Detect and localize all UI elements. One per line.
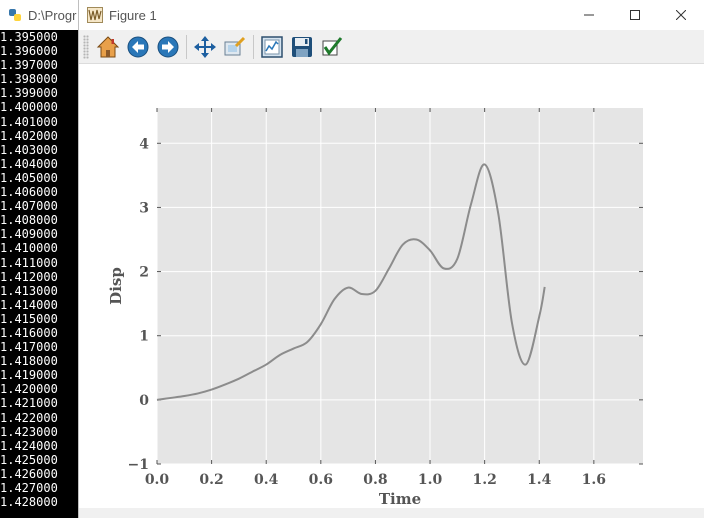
- console-line: 1.425000: [0, 452, 58, 467]
- console-title: D:\Progr: [28, 7, 77, 23]
- console-line: 1.395000: [0, 30, 58, 44]
- x-tick-label: 0.0: [145, 472, 170, 488]
- back-button[interactable]: [125, 34, 151, 60]
- edit-axis-button[interactable]: [319, 34, 345, 60]
- titlebar[interactable]: Figure 1: [79, 0, 704, 30]
- series-line: [156, 163, 546, 401]
- console-line: 1.397000: [0, 58, 58, 73]
- console-line: 1.428000: [0, 495, 58, 510]
- floppy-icon: [292, 36, 312, 57]
- zoom-rect-icon: [224, 36, 246, 55]
- console-line: 1.420000: [0, 382, 58, 397]
- plot-area[interactable]: 0.0 0.2 0.4 0.6 0.8 1.0 1.2 1.4 1.6 −1 0 1 2 3 4 Time Di…: [79, 64, 704, 508]
- toolbar-separator: [253, 34, 254, 59]
- console-line: 1.423000: [0, 424, 58, 439]
- console-line: 1.411000: [0, 255, 58, 270]
- console-titlebar[interactable]: D:\Progr: [0, 0, 80, 30]
- forward-button[interactable]: [155, 34, 181, 60]
- console-line: 1.424000: [0, 438, 58, 453]
- y-tick-label: 3: [139, 200, 149, 216]
- console-window: D:\Progr 1.395000 1.396000 1.397000 1.39800…: [0, 0, 80, 518]
- line-chart[interactable]: 0.0 0.2 0.4 0.6 0.8 1.0 1.2 1.4 1.6 −1 0 1 2 3 4 Time Di…: [79, 64, 704, 508]
- close-button[interactable]: [658, 0, 704, 30]
- console-line: 1.404000: [0, 156, 58, 171]
- toolbar-separator: [186, 34, 187, 59]
- checkmark-icon: [322, 36, 343, 56]
- y-tick-label: 4: [139, 136, 149, 152]
- console-line: 1.416000: [0, 325, 58, 340]
- console-line: 1.413000: [0, 283, 58, 298]
- x-tick-label: 1.0: [418, 472, 443, 488]
- toolbar-grip[interactable]: [83, 34, 89, 59]
- console-output: 1.395000 1.396000 1.397000 1.398000 1.399000…: [0, 30, 80, 509]
- navigation-toolbar: [79, 30, 704, 64]
- window-title: Figure 1: [109, 7, 157, 23]
- x-tick-label: 1.6: [582, 472, 606, 488]
- plot-background: [157, 108, 643, 464]
- figure-window: Figure 1: [78, 0, 704, 518]
- console-line: 1.427000: [0, 481, 58, 495]
- maximize-button[interactable]: [612, 0, 658, 30]
- console-line: 1.417000: [0, 340, 58, 355]
- x-tick-label: 0.6: [309, 472, 333, 488]
- pan-button[interactable]: [192, 34, 218, 60]
- subplots-icon: [261, 35, 283, 58]
- console-line: 1.396000: [0, 44, 58, 59]
- x-tick-label: 1.2: [472, 472, 496, 488]
- x-tick-label: 0.4: [254, 472, 279, 488]
- configure-subplots-button[interactable]: [259, 34, 285, 60]
- console-line: 1.419000: [0, 368, 58, 383]
- console-line: 1.398000: [0, 72, 58, 87]
- console-line: 1.403000: [0, 142, 58, 157]
- console-line: 1.415000: [0, 311, 58, 326]
- python-icon: [8, 8, 22, 22]
- console-line: 1.402000: [0, 128, 58, 143]
- home-button[interactable]: [95, 34, 121, 60]
- console-line: 1.400000: [0, 100, 58, 115]
- maximize-icon: [630, 10, 640, 20]
- console-line: 1.399000: [0, 86, 58, 101]
- zoom-button[interactable]: [222, 34, 248, 60]
- console-line: 1.408000: [0, 213, 58, 228]
- console-line: 1.409000: [0, 227, 58, 242]
- console-line: 1.407000: [0, 199, 58, 214]
- minimize-icon: [584, 14, 594, 16]
- y-tick-label: 2: [139, 265, 149, 281]
- forward-arrow-icon: [157, 36, 179, 57]
- console-line: 1.414000: [0, 297, 58, 312]
- status-bar: [79, 508, 704, 518]
- x-tick-label: 0.2: [199, 472, 223, 488]
- back-arrow-icon: [127, 36, 149, 57]
- figure-app-icon: [87, 7, 103, 23]
- save-button[interactable]: [289, 34, 315, 60]
- console-line: 1.412000: [0, 269, 58, 284]
- y-tick-label: −1: [128, 457, 149, 473]
- console-line: 1.406000: [0, 185, 58, 200]
- console-line: 1.418000: [0, 354, 58, 369]
- y-tick-label: 0: [139, 393, 149, 409]
- console-line: 1.421000: [0, 396, 58, 411]
- y-tick-label: 1: [139, 329, 149, 345]
- console-line: 1.401000: [0, 114, 58, 129]
- x-tick-label: 1.4: [527, 472, 552, 488]
- console-line: 1.422000: [0, 410, 58, 425]
- console-line: 1.410000: [0, 241, 58, 256]
- home-icon: [96, 35, 120, 57]
- x-tick-label: 0.8: [363, 472, 387, 488]
- console-line: 1.405000: [0, 170, 58, 185]
- y-axis-label: Disp: [107, 267, 125, 305]
- console-line: 1.426000: [0, 466, 58, 481]
- minimize-button[interactable]: [566, 0, 612, 30]
- x-axis-label: Time: [379, 490, 421, 508]
- move-icon: [194, 35, 216, 58]
- close-icon: [676, 10, 686, 20]
